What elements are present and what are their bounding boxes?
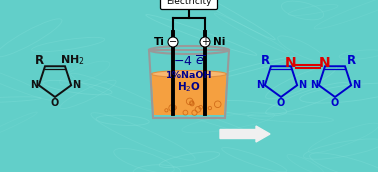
Text: O: O (277, 98, 285, 108)
Text: R: R (346, 54, 356, 67)
Text: R: R (260, 54, 270, 67)
Text: 1%NaOH: 1%NaOH (166, 72, 212, 80)
Text: N: N (352, 80, 360, 90)
Ellipse shape (152, 71, 226, 78)
Circle shape (200, 37, 210, 47)
Text: N: N (310, 80, 318, 90)
FancyArrow shape (220, 126, 270, 142)
Text: −: − (169, 37, 177, 47)
Text: R: R (34, 54, 43, 67)
Polygon shape (152, 74, 226, 115)
Text: N: N (285, 56, 297, 70)
Text: N: N (256, 80, 264, 90)
Text: Ti: Ti (154, 37, 165, 47)
Text: NH$_2$: NH$_2$ (60, 53, 84, 67)
Text: $-4\ \overline{e}$: $-4\ \overline{e}$ (173, 55, 205, 69)
Text: O: O (331, 98, 339, 108)
Text: N: N (72, 80, 80, 90)
Text: Ni: Ni (213, 37, 225, 47)
Text: H$_2$O: H$_2$O (177, 80, 201, 94)
Text: N: N (298, 80, 306, 90)
Circle shape (168, 37, 178, 47)
Text: N: N (319, 56, 331, 70)
Text: +: + (201, 37, 209, 47)
Text: Electricity: Electricity (166, 0, 212, 6)
Text: N: N (30, 80, 38, 90)
Text: O: O (51, 98, 59, 108)
FancyBboxPatch shape (161, 0, 217, 9)
